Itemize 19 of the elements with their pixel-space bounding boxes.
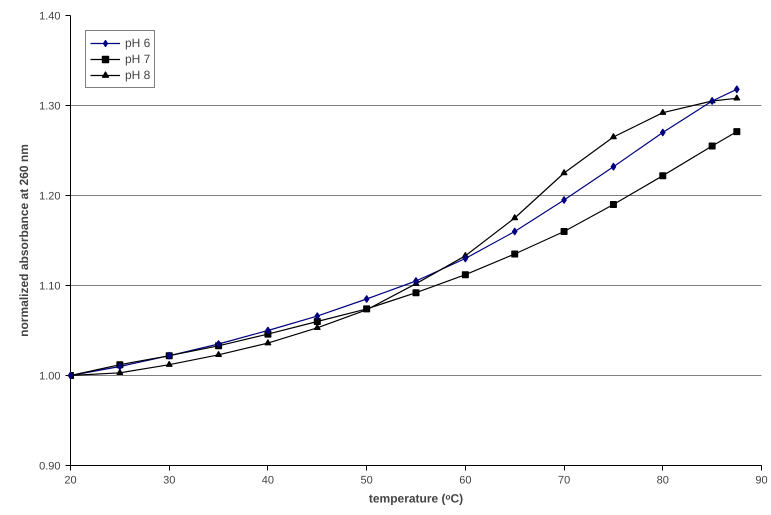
x-axis-title: temperature (ᵒC) xyxy=(368,492,464,506)
y-tick-label: 1.00 xyxy=(39,370,61,382)
x-tick-label: 20 xyxy=(64,474,77,486)
y-tick-label: 1.20 xyxy=(39,190,61,202)
y-tick-label: 1.30 xyxy=(39,100,61,112)
y-tick-label: 1.10 xyxy=(39,280,61,292)
legend-label: pH 8 xyxy=(125,67,150,83)
x-tick-label: 30 xyxy=(163,474,176,486)
y-tick-label: 0.90 xyxy=(39,460,61,472)
x-tick-label: 90 xyxy=(755,474,768,486)
legend-label: pH 6 xyxy=(125,35,150,51)
x-tick-label: 40 xyxy=(262,474,274,486)
x-tick-label: 70 xyxy=(558,474,570,486)
x-tick-label: 60 xyxy=(459,474,472,486)
y-axis-title: normalized absorbance at 260 nm xyxy=(17,144,32,337)
x-tick-label: 80 xyxy=(656,474,669,486)
y-tick-label: 1.40 xyxy=(39,10,61,22)
legend-label: pH 7 xyxy=(125,51,150,67)
x-tick-label: 50 xyxy=(360,474,373,486)
